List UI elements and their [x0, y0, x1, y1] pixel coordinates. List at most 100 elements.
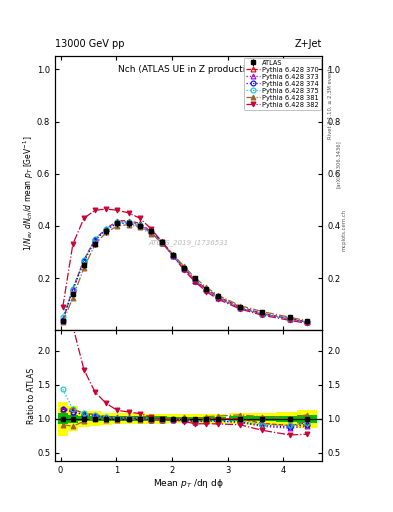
Pythia 6.428 370 [215, 293, 220, 300]
Pythia 6.428 375 [149, 229, 153, 235]
Pythia 6.428 381 [204, 284, 209, 290]
Pythia 6.428 370 [70, 286, 75, 292]
Pythia 6.428 373 [204, 287, 209, 293]
Pythia 6.428 370 [82, 257, 86, 263]
Pythia 6.428 381 [182, 263, 187, 269]
Pythia 6.428 382 [182, 267, 187, 273]
Pythia 6.428 373 [193, 278, 198, 284]
Y-axis label: $1/N_{ev}$ $dN_{ch}/d$ mean $p_T$ [GeV$^{-1}$]: $1/N_{ev}$ $dN_{ch}/d$ mean $p_T$ [GeV$^… [21, 136, 35, 251]
Pythia 6.428 370 [288, 315, 292, 322]
Pythia 6.428 382 [104, 206, 108, 212]
Pythia 6.428 375 [137, 222, 142, 228]
Pythia 6.428 375 [93, 236, 97, 242]
Pythia 6.428 382 [304, 320, 309, 326]
Pythia 6.428 374 [288, 316, 292, 322]
Pythia 6.428 375 [288, 315, 292, 322]
Pythia 6.428 382 [288, 317, 292, 324]
Pythia 6.428 373 [260, 311, 264, 317]
Pythia 6.428 374 [61, 317, 65, 323]
Pythia 6.428 370 [260, 310, 264, 316]
Pythia 6.428 375 [304, 318, 309, 325]
Pythia 6.428 382 [149, 225, 153, 231]
Pythia 6.428 373 [160, 240, 164, 246]
Pythia 6.428 381 [70, 294, 75, 301]
Pythia 6.428 370 [61, 317, 65, 323]
Pythia 6.428 382 [137, 215, 142, 221]
Pythia 6.428 381 [193, 275, 198, 281]
Pythia 6.428 370 [171, 251, 175, 258]
Pythia 6.428 375 [171, 252, 175, 259]
Pythia 6.428 374 [304, 319, 309, 325]
Pythia 6.428 375 [61, 314, 65, 321]
Pythia 6.428 382 [93, 207, 97, 214]
Pythia 6.428 370 [304, 318, 309, 325]
Pythia 6.428 370 [160, 239, 164, 245]
Text: ATLAS_2019_I1736531: ATLAS_2019_I1736531 [149, 239, 229, 246]
Pythia 6.428 382 [115, 207, 120, 214]
Pythia 6.428 375 [215, 294, 220, 301]
Pythia 6.428 370 [93, 236, 97, 242]
Pythia 6.428 374 [160, 240, 164, 246]
Pythia 6.428 381 [171, 251, 175, 258]
Pythia 6.428 373 [61, 317, 65, 323]
Pythia 6.428 374 [171, 253, 175, 259]
Pythia 6.428 370 [193, 278, 198, 284]
X-axis label: Mean $p_T$ /dη dϕ: Mean $p_T$ /dη dϕ [153, 477, 224, 490]
Pythia 6.428 374 [215, 294, 220, 301]
Pythia 6.428 374 [115, 220, 120, 226]
Pythia 6.428 382 [237, 306, 242, 312]
Pythia 6.428 370 [115, 218, 120, 224]
Pythia 6.428 382 [70, 241, 75, 247]
Pythia 6.428 374 [149, 229, 153, 236]
Line: Pythia 6.428 381: Pythia 6.428 381 [61, 222, 309, 325]
Pythia 6.428 375 [182, 265, 187, 271]
Pythia 6.428 375 [237, 305, 242, 311]
Pythia 6.428 381 [288, 314, 292, 321]
Pythia 6.428 375 [70, 286, 75, 292]
Text: 13000 GeV pp: 13000 GeV pp [55, 38, 125, 49]
Pythia 6.428 370 [204, 286, 209, 292]
Pythia 6.428 375 [126, 219, 131, 225]
Y-axis label: Ratio to ATLAS: Ratio to ATLAS [27, 368, 36, 423]
Legend: ATLAS, Pythia 6.428 370, Pythia 6.428 373, Pythia 6.428 374, Pythia 6.428 375, P: ATLAS, Pythia 6.428 370, Pythia 6.428 37… [244, 58, 321, 110]
Pythia 6.428 374 [93, 237, 97, 243]
Pythia 6.428 370 [149, 228, 153, 234]
Pythia 6.428 375 [160, 239, 164, 245]
Pythia 6.428 374 [193, 278, 198, 284]
Pythia 6.428 373 [82, 258, 86, 264]
Pythia 6.428 373 [237, 305, 242, 311]
Pythia 6.428 381 [160, 240, 164, 246]
Line: Pythia 6.428 375: Pythia 6.428 375 [61, 220, 309, 324]
Pythia 6.428 382 [126, 210, 131, 216]
Line: Pythia 6.428 373: Pythia 6.428 373 [61, 220, 309, 325]
Pythia 6.428 381 [93, 241, 97, 247]
Pythia 6.428 375 [260, 311, 264, 317]
Pythia 6.428 381 [126, 222, 131, 228]
Line: Pythia 6.428 370: Pythia 6.428 370 [61, 218, 309, 324]
Pythia 6.428 382 [160, 239, 164, 245]
Pythia 6.428 382 [260, 312, 264, 318]
Text: Rivet 3.1.10, ≥ 2.3M events: Rivet 3.1.10, ≥ 2.3M events [328, 66, 333, 139]
Pythia 6.428 381 [115, 223, 120, 229]
Pythia 6.428 374 [70, 287, 75, 293]
Pythia 6.428 370 [137, 220, 142, 226]
Pythia 6.428 370 [237, 304, 242, 310]
Pythia 6.428 375 [193, 278, 198, 284]
Pythia 6.428 381 [260, 308, 264, 314]
Pythia 6.428 374 [126, 220, 131, 226]
Line: Pythia 6.428 374: Pythia 6.428 374 [61, 221, 309, 325]
Pythia 6.428 374 [237, 305, 242, 311]
Pythia 6.428 381 [104, 229, 108, 236]
Pythia 6.428 373 [137, 222, 142, 228]
Pythia 6.428 374 [260, 311, 264, 317]
Text: Z+Jet: Z+Jet [295, 38, 322, 49]
Pythia 6.428 375 [104, 225, 108, 231]
Pythia 6.428 374 [182, 266, 187, 272]
Pythia 6.428 374 [137, 223, 142, 229]
Pythia 6.428 370 [126, 218, 131, 224]
Pythia 6.428 373 [104, 225, 108, 231]
Text: [arXiv:1306.3436]: [arXiv:1306.3436] [336, 140, 341, 188]
Pythia 6.428 381 [304, 317, 309, 324]
Pythia 6.428 382 [215, 296, 220, 302]
Pythia 6.428 370 [182, 265, 187, 271]
